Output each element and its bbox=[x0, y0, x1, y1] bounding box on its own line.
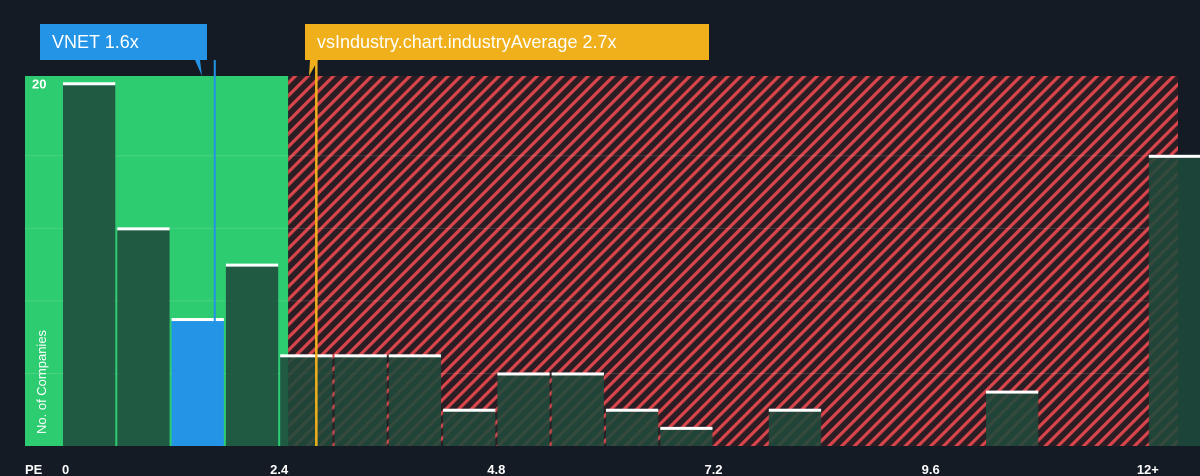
bar-cap bbox=[63, 82, 116, 86]
x-tick-label: 12+ bbox=[1137, 462, 1159, 476]
histogram-bar bbox=[985, 391, 1039, 446]
histogram-bar bbox=[117, 228, 170, 446]
company-bar bbox=[171, 319, 224, 446]
bar-cap bbox=[985, 390, 1039, 394]
x-tick-label: 4.8 bbox=[487, 462, 505, 476]
bar-cap bbox=[1148, 154, 1200, 158]
bar-cap bbox=[443, 408, 496, 412]
bar-cap bbox=[388, 354, 442, 358]
histogram-bar bbox=[225, 264, 279, 446]
y-tick-label: 20 bbox=[32, 76, 46, 91]
x-tick-label: 9.6 bbox=[922, 462, 940, 476]
bar-cap bbox=[497, 372, 550, 376]
bar-cap bbox=[660, 426, 713, 430]
company-name: VNET bbox=[52, 32, 100, 52]
histogram-bar bbox=[551, 373, 604, 446]
x-axis-label: PE bbox=[25, 462, 43, 476]
histogram-bar bbox=[280, 355, 333, 446]
histogram-bar bbox=[768, 409, 822, 446]
bar-cap bbox=[225, 263, 279, 267]
histogram-bar bbox=[63, 83, 116, 446]
histogram-bar bbox=[443, 409, 496, 446]
bar-cap bbox=[117, 227, 170, 231]
bar-cap bbox=[280, 354, 333, 358]
company-pe-callout: VNET 1.6x bbox=[40, 24, 207, 60]
bar-cap bbox=[768, 408, 822, 412]
histogram-bar bbox=[388, 355, 442, 446]
x-tick-label: 2.4 bbox=[270, 462, 289, 476]
company-pe-value: 1.6x bbox=[104, 32, 139, 52]
x-tick-label: 7.2 bbox=[704, 462, 722, 476]
industry-average-label: vsIndustry.chart.industryAverage bbox=[317, 32, 578, 52]
bar-cap bbox=[171, 318, 224, 322]
industry-average-callout: vsIndustry.chart.industryAverage 2.7x bbox=[305, 24, 709, 60]
histogram-bar bbox=[334, 355, 387, 446]
histogram-bar bbox=[497, 373, 550, 446]
industry-callout-box bbox=[305, 24, 709, 76]
company-callout-box bbox=[40, 24, 207, 76]
histogram-bar bbox=[605, 409, 659, 446]
industry-average-value: 2.7x bbox=[582, 32, 617, 52]
x-tick-label: 0 bbox=[62, 462, 69, 476]
histogram-bar bbox=[1148, 155, 1200, 446]
bar-cap bbox=[334, 354, 387, 358]
bar-cap bbox=[605, 408, 659, 412]
histogram-bar bbox=[660, 427, 713, 446]
bar-cap bbox=[551, 372, 604, 376]
y-axis-label: No. of Companies bbox=[34, 329, 49, 434]
